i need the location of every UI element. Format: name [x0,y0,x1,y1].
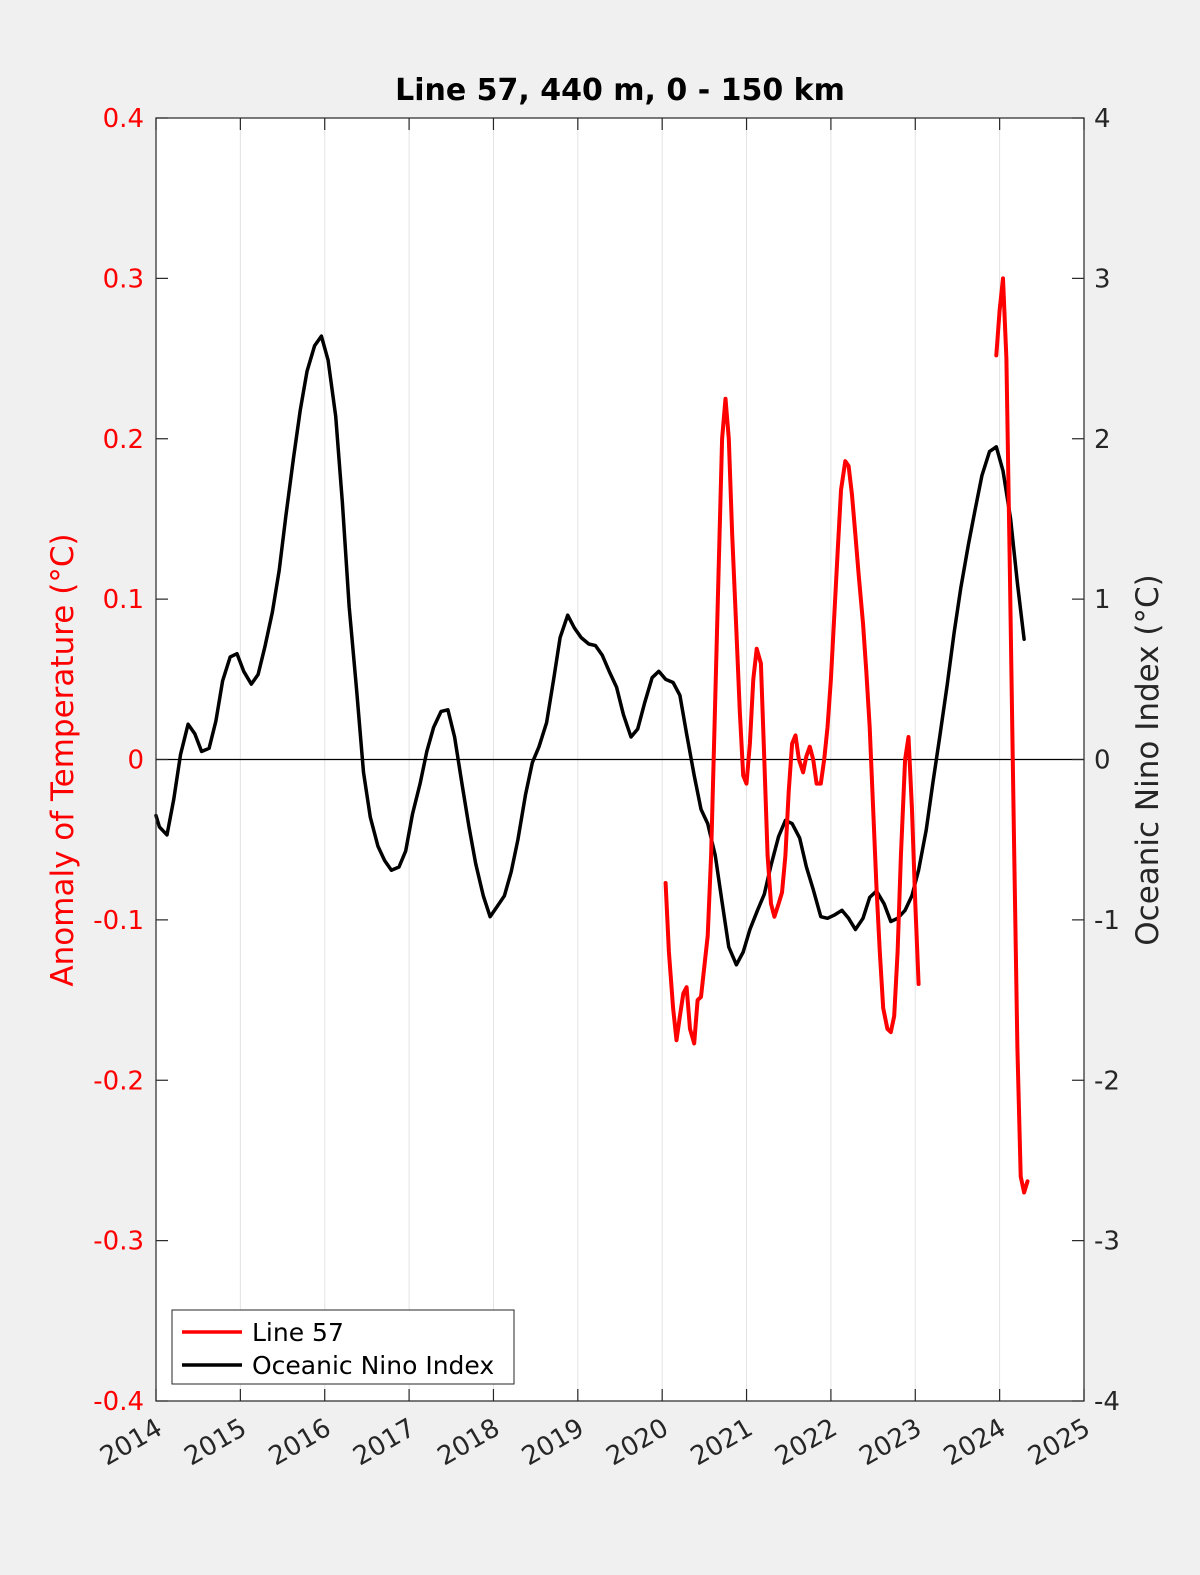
y-right-tick-label: 3 [1094,264,1111,294]
y-right-tick-label: -4 [1094,1387,1120,1417]
y-left-tick-label: -0.2 [93,1066,144,1096]
y-left-tick-label: 0.4 [103,104,144,134]
y-right-tick-label: 1 [1094,585,1111,615]
y-axis-right-label: Oceanic Nino Index (°C) [1130,574,1166,945]
y-left-tick-label: -0.3 [93,1227,144,1257]
y-axis-right-tick-labels: -4 -3 -2 -1 0 1 2 3 4 [1094,104,1120,1417]
series-line-oceanic-nino-index [154,334,1026,967]
y-right-tick-label: 0 [1094,746,1111,776]
legend: Line 57 Oceanic Nino Index [171,1309,515,1385]
y-left-tick-label: 0.3 [103,264,144,294]
chart-title: Line 57, 440 m, 0 - 150 km [395,73,845,108]
y-right-tick-label: 4 [1094,104,1111,134]
legend-box [171,1309,515,1385]
y-left-tick-label: 0.2 [103,425,144,455]
tick-marks [155,117,1085,1402]
y-right-tick-label: -2 [1094,1066,1120,1096]
series-line-line-57-segment-2 [994,276,1030,1195]
y-right-tick-label: -3 [1094,1227,1120,1257]
y-axis-left-tick-labels: -0.4 -0.3 -0.2 -0.1 0 0.1 0.2 0.3 0.4 [93,104,144,1417]
legend-label-line-57: Line 57 [252,1318,344,1347]
y-left-tick-label: 0.1 [103,585,144,615]
y-axis-left-label: Anomaly of Temperature (°C) [45,533,81,986]
y-left-tick-label: -0.1 [93,906,144,936]
y-right-tick-label: -1 [1094,906,1120,936]
series-line-line-57-segment-1 [663,396,921,1046]
y-left-tick-label: 0 [127,746,144,776]
series-layer [154,276,1030,1195]
y-left-tick-label: -0.4 [93,1387,144,1417]
y-right-tick-label: 2 [1094,425,1111,455]
legend-label-oni: Oceanic Nino Index [252,1351,494,1380]
